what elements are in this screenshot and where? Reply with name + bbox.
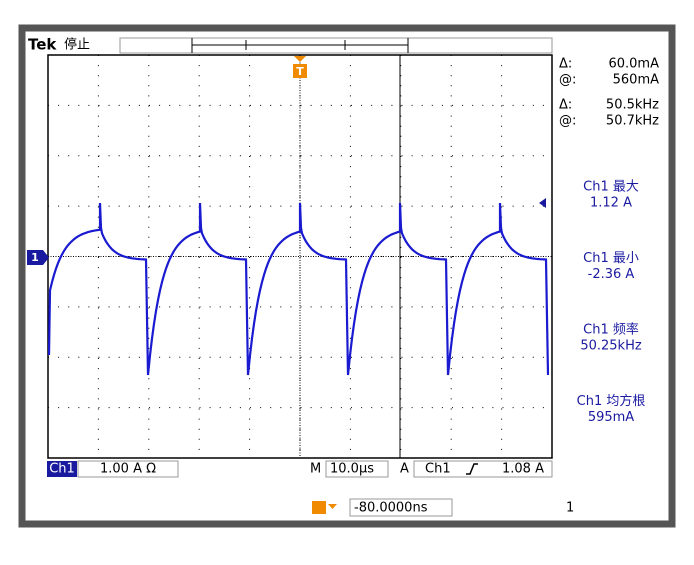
scale-box — [77, 460, 179, 478]
channel-marker-box — [27, 250, 43, 265]
waveform — [47, 202, 550, 376]
level-marker — [539, 198, 546, 208]
cursor-value: 60.0mA — [608, 57, 659, 72]
trigger-pointer — [294, 56, 306, 62]
measurement-label: Ch1 均方根 — [577, 393, 646, 409]
brand: Tek — [28, 36, 57, 54]
trigger-box — [413, 460, 553, 478]
measurement-value: 595mA — [588, 410, 634, 425]
status-channel: Ch1 — [49, 462, 75, 477]
channel-badge — [47, 461, 77, 477]
trigger-marker-box — [293, 64, 307, 78]
slope-symbol — [466, 463, 478, 475]
cursor-symbol: @: — [559, 73, 576, 88]
position: -80.0000ns — [354, 501, 428, 516]
trigger-marker: T — [296, 65, 304, 78]
measurement-label: Ch1 最大 — [583, 180, 639, 195]
trigger-mode: A — [400, 462, 409, 477]
status: 停止 — [64, 37, 90, 53]
channel-marker: 1 — [31, 251, 39, 264]
trigger-source: Ch1 — [425, 462, 451, 477]
cursor-value: 50.5kHz — [606, 98, 659, 113]
time-prefix: M — [310, 462, 321, 477]
timebase-box — [325, 460, 389, 478]
page-number: 1 — [566, 501, 574, 516]
channel-marker-arrow — [43, 250, 49, 265]
measurement-value: 1.12 A — [590, 196, 632, 211]
cursor-value: 50.7kHz — [606, 114, 659, 129]
cursor-value: 560mA — [613, 73, 659, 88]
cursor-symbol: Δ: — [559, 98, 572, 113]
measurement-label: Ch1 最小 — [583, 251, 639, 266]
trigger-level: 1.08 A — [502, 462, 544, 477]
cursor-symbol: Δ: — [559, 57, 572, 72]
position-box — [349, 498, 453, 517]
position-arrow — [328, 504, 337, 509]
cursor-readouts: Δ: 60.0mA @: 560mA Δ: 50.5kHz @: 50.7kHz — [559, 57, 659, 129]
graticule — [48, 55, 552, 458]
record-view — [191, 38, 409, 53]
measurement-value: 50.25kHz — [580, 339, 642, 354]
measurement-value: -2.36 A — [588, 267, 635, 282]
position-icon — [312, 501, 326, 514]
measurement-label: Ch1 频率 — [583, 322, 639, 338]
cursor-symbol: @: — [559, 114, 576, 129]
scale: 1.00 A Ω — [100, 462, 156, 477]
timebase: 10.0µs — [330, 462, 374, 477]
